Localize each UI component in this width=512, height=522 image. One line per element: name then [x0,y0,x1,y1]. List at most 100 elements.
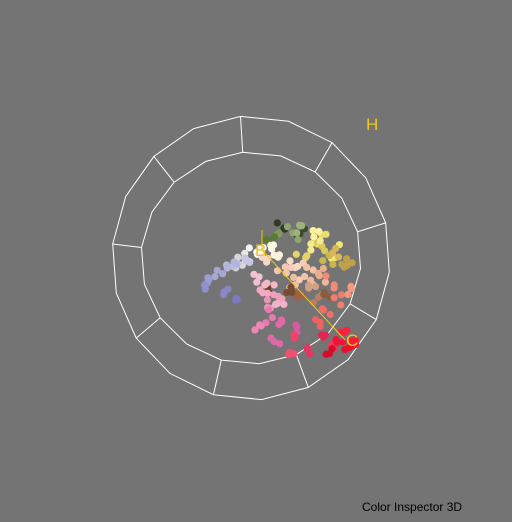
color-sample-point [303,263,311,271]
color-sample-point [250,270,258,278]
color-sample-point [294,236,302,244]
color-sample-point [309,266,317,274]
color-sample-point [307,240,315,248]
color-sample-point [223,263,231,271]
color-sample-points [200,219,360,358]
color-sample-point [319,333,327,341]
color-sample-point [283,223,292,231]
color-sample-point [337,291,345,299]
color-sample-point [273,219,281,227]
color-sample-point [319,306,328,314]
color-sample-point [287,283,295,291]
color-sample-point [275,320,283,328]
hue-axis-label: H [366,115,378,134]
outer-ring [112,115,390,401]
color-sample-point [286,257,294,265]
color-sample-point [341,345,349,354]
color-sample-point [314,293,322,301]
color-sample-point [322,272,330,280]
color-sample-point [326,310,334,319]
color-sample-point [263,258,271,266]
color-sample-point [270,281,278,289]
color-sample-point [310,233,318,241]
color-sample-point [304,281,313,289]
color-sample-point [332,335,340,344]
color-sample-point [259,289,267,297]
color-sample-point [258,253,266,261]
color-sample-point [219,270,227,278]
color-sample-point [268,314,276,322]
color-sample-point [290,350,298,358]
color-sample-point [329,260,337,268]
color-sample-point [343,255,351,263]
color-sample-point [319,257,327,265]
color-sample-point [346,337,354,345]
color-sample-point [234,253,242,261]
color-sample-point [293,229,301,237]
color-sample-point [315,272,323,280]
axis-guides [261,230,346,341]
color-sample-point [301,272,309,281]
color-sample-point [306,350,314,358]
color-sample-point [287,263,295,271]
color-sample-point [263,296,271,304]
ring-spoke [112,243,142,249]
color-sample-point [295,276,303,284]
color-sample-point [334,253,343,261]
ring-spoke [314,142,333,173]
color-sample-point [307,246,315,254]
color-sample-point [281,263,289,271]
color-sample-point [328,345,336,353]
color-sample-point [312,282,320,291]
color-sample-point [271,233,279,241]
color-sample-point [347,282,355,290]
color-sample-point [321,278,329,286]
color-sample-point [274,292,282,300]
color-sample-point [211,273,219,281]
color-sample-point [330,281,338,289]
color-sample-point [201,281,209,289]
color-sample-point [283,288,291,297]
color-sample-point [273,267,282,275]
color-sample-point [242,257,251,265]
color-sample-point [316,322,324,330]
ring-spoke [357,222,386,233]
color-sample-point [319,264,327,273]
color-sample-point [293,293,301,302]
ring-spoke [349,303,377,320]
color-sample-point [280,300,288,308]
color-sample-point [288,288,296,297]
color-sample-point [271,300,280,309]
color-sample-point [291,334,299,342]
color-sample-point [245,244,253,252]
color-sample-point [321,247,329,255]
color-sample-point [233,260,241,268]
color-sample-point [309,227,317,235]
color-sample-point [316,237,324,245]
axis-line [261,249,346,341]
chroma-axis-label: C [346,331,358,350]
color-sample-point [265,306,273,314]
color-sample-point [338,260,346,268]
color-sample-point [344,290,352,299]
color-sample-point [268,245,276,253]
ring-spoke [153,156,175,183]
color-sample-point [213,266,221,274]
ring-spoke [212,359,222,395]
color-sample-point [285,350,293,358]
color-sample-point [276,340,284,348]
color-sample-point [251,326,259,334]
color-sample-point [261,281,269,289]
color-sample-point [315,227,323,235]
color-sample-point [330,294,338,302]
color-sample-point [274,253,282,261]
color-sample-point [292,321,300,329]
color-sample-point [303,252,311,260]
color-sample-point [294,262,302,270]
color-sample-point [292,250,300,258]
color-sample-point [337,301,345,309]
color-sample-point [253,278,261,286]
ring-spoke [295,354,309,388]
